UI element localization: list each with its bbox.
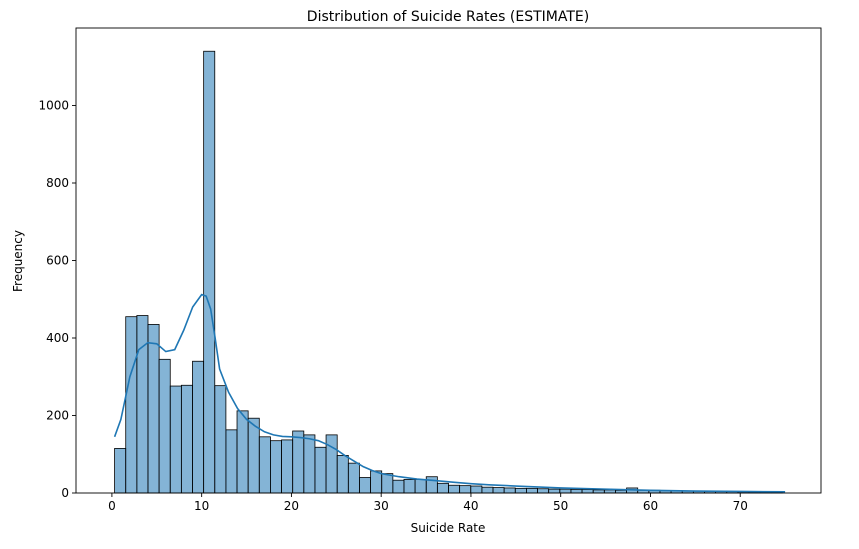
histogram-bar — [314, 446, 327, 494]
histogram-bar — [381, 473, 394, 494]
histogram-bar — [270, 440, 282, 494]
histogram-bar — [392, 479, 405, 494]
histogram-bar — [492, 487, 505, 494]
histogram-bar — [581, 489, 594, 494]
x-tick-label: 10 — [194, 499, 209, 513]
histogram-bar — [258, 436, 271, 494]
histogram-bar — [526, 487, 538, 494]
x-tick-label: 70 — [733, 499, 748, 513]
histogram-bar — [403, 479, 416, 494]
y-axis-label: Frequency — [11, 230, 25, 292]
histogram-bar — [459, 485, 472, 494]
x-tick-label: 50 — [553, 499, 568, 513]
histogram-bar — [503, 487, 516, 494]
histogram-bar — [303, 434, 316, 494]
histogram-bars — [114, 50, 783, 494]
histogram-bar — [481, 486, 494, 494]
histogram-bar — [336, 455, 349, 494]
histogram-bar — [592, 489, 605, 494]
x-axis-label: Suicide Rate — [411, 521, 486, 535]
histogram-bar — [470, 485, 483, 494]
histogram-bar — [448, 484, 461, 494]
histogram-bar — [537, 488, 550, 494]
histogram-bar — [136, 315, 149, 494]
chart-title: Distribution of Suicide Rates (ESTIMATE) — [307, 9, 589, 25]
histogram-bar — [325, 434, 338, 494]
y-tick-label: 800 — [46, 176, 69, 190]
histogram-bar — [125, 316, 138, 494]
histogram-bar — [570, 489, 583, 494]
y-tick-label: 600 — [46, 254, 69, 268]
histogram-bar — [236, 410, 249, 494]
histogram-bar — [548, 488, 561, 494]
histogram-bar — [114, 448, 127, 494]
x-tick-label: 60 — [643, 499, 658, 513]
histogram-bar — [559, 488, 572, 494]
histogram-bar — [425, 476, 438, 494]
histogram-bar — [370, 470, 383, 494]
histogram-bar — [603, 489, 616, 494]
histogram-bar — [203, 50, 216, 494]
histogram-bar — [514, 487, 527, 494]
y-tick-label: 400 — [46, 331, 69, 345]
x-tick-label: 40 — [463, 499, 478, 513]
x-tick-label: 0 — [108, 499, 116, 513]
x-tick-label: 30 — [374, 499, 389, 513]
histogram-bar — [192, 360, 205, 494]
histogram-bar — [359, 477, 371, 494]
histogram-bar — [281, 439, 294, 494]
histogram-bar — [225, 429, 238, 494]
histogram-bar — [414, 479, 427, 494]
histogram-bar — [247, 417, 260, 494]
histogram-bar — [158, 358, 171, 494]
histogram-bar — [292, 430, 305, 494]
histogram-bar — [436, 482, 449, 494]
y-axis-ticks: 0 200 400 600 800 1000 — [38, 99, 76, 500]
histogram-bar — [180, 384, 193, 494]
histogram-bar — [347, 462, 360, 494]
y-tick-label: 0 — [61, 486, 69, 500]
x-tick-label: 20 — [284, 499, 299, 513]
histogram-bar — [147, 324, 160, 494]
kde-curve — [113, 293, 786, 493]
histogram-bar — [214, 385, 227, 494]
y-tick-label: 1000 — [38, 99, 69, 113]
x-axis-ticks: 0 10 20 30 40 50 60 70 — [108, 493, 748, 513]
y-tick-label: 200 — [46, 409, 69, 423]
histogram-bar — [169, 385, 182, 494]
